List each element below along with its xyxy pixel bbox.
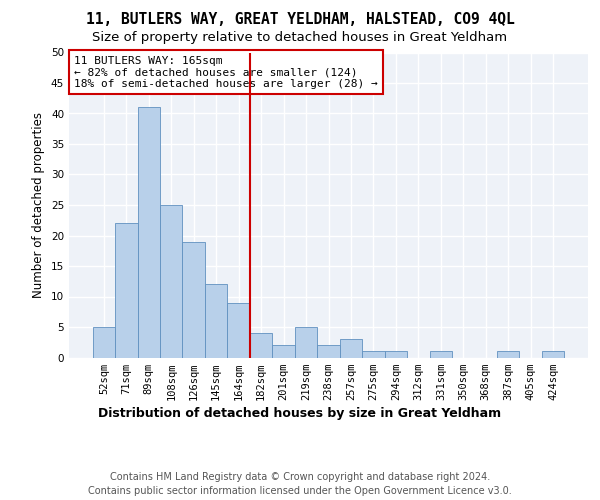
Bar [542, 352, 565, 358]
Bar [250, 333, 272, 357]
Bar [340, 339, 362, 357]
Bar [430, 352, 452, 358]
Bar [317, 346, 340, 358]
Text: 11 BUTLERS WAY: 165sqm
← 82% of detached houses are smaller (124)
18% of semi-de: 11 BUTLERS WAY: 165sqm ← 82% of detached… [74, 56, 378, 89]
Bar [160, 205, 182, 358]
Y-axis label: Number of detached properties: Number of detached properties [32, 112, 46, 298]
Bar [362, 352, 385, 358]
Bar [182, 242, 205, 358]
Text: Size of property relative to detached houses in Great Yeldham: Size of property relative to detached ho… [92, 31, 508, 44]
Bar [205, 284, 227, 358]
Bar [272, 346, 295, 358]
Bar [295, 327, 317, 358]
Bar [497, 352, 520, 358]
Text: Contains public sector information licensed under the Open Government Licence v3: Contains public sector information licen… [88, 486, 512, 496]
Text: Distribution of detached houses by size in Great Yeldham: Distribution of detached houses by size … [98, 408, 502, 420]
Bar [137, 108, 160, 358]
Bar [385, 352, 407, 358]
Text: 11, BUTLERS WAY, GREAT YELDHAM, HALSTEAD, CO9 4QL: 11, BUTLERS WAY, GREAT YELDHAM, HALSTEAD… [86, 12, 514, 28]
Text: Contains HM Land Registry data © Crown copyright and database right 2024.: Contains HM Land Registry data © Crown c… [110, 472, 490, 482]
Bar [227, 302, 250, 358]
Bar [92, 327, 115, 358]
Bar [115, 224, 137, 358]
